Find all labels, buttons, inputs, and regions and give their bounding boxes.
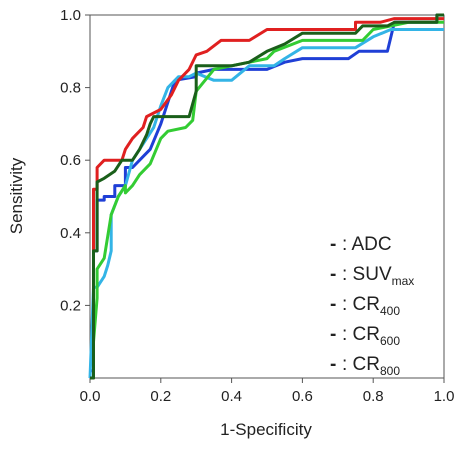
series-line-cr800 (90, 13, 444, 380)
legend-swatch: - (330, 354, 336, 375)
legend-item-cr400: - : CR400 (330, 294, 400, 318)
legend-item-adc: - : ADC (330, 234, 392, 255)
x-axis-title: 1-Specificity (220, 420, 312, 439)
legend-item-cr600: - : CR600 (330, 324, 400, 348)
legend-label: : CR800 (342, 354, 400, 378)
x-tick-label: 0.8 (363, 388, 384, 405)
legend-label: : CR400 (342, 294, 400, 318)
x-tick-label: 0.0 (80, 388, 101, 405)
series-line-suvmax (88, 28, 444, 379)
x-tick-label: 0.6 (292, 388, 313, 405)
legend-label: : CR600 (342, 324, 400, 348)
legend-swatch: - (330, 294, 336, 315)
legend-item-suvmax: - : SUVmax (330, 264, 414, 288)
legend-swatch: - (330, 324, 336, 345)
y-tick-label: 0.8 (60, 80, 81, 97)
x-tick-label: 0.2 (150, 388, 171, 405)
y-tick-label: 1.0 (60, 7, 81, 24)
series-line-cr600 (90, 17, 444, 380)
y-tick-label: 0.4 (60, 225, 81, 242)
y-axis-title: Sensitivity (7, 157, 26, 234)
series-lines (88, 13, 444, 380)
legend-swatch: - (330, 264, 336, 285)
series-line-cr400 (90, 20, 444, 380)
y-tick-label: 0.2 (60, 297, 81, 314)
legend-label: : SUVmax (342, 264, 414, 288)
plot-frame (89, 14, 445, 379)
x-tick-label: 1.0 (434, 388, 455, 405)
legend-swatch: - (330, 234, 336, 255)
legend-label: : ADC (342, 234, 392, 255)
y-tick-label: 0.6 (60, 152, 81, 169)
x-tick-label: 0.4 (221, 388, 242, 405)
axis-ticks: 0.0 0.2 0.4 0.6 0.8 1.0 0.2 0.4 0.6 0.8 1.0 (60, 7, 454, 405)
legend-item-cr800: - : CR800 (330, 354, 400, 378)
legend: - : ADC- : SUVmax- : CR400- : CR600- : C… (330, 234, 414, 378)
